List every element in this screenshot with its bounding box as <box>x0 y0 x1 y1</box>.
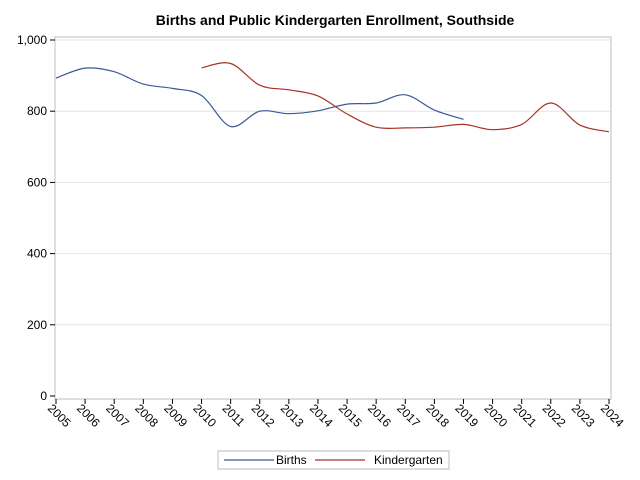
chart-title: Births and Public Kindergarten Enrollmen… <box>156 12 515 28</box>
legend-label-kindergarten: Kindergarten <box>374 453 443 467</box>
plot-area-frame <box>54 36 612 400</box>
y-tick-label: 200 <box>27 318 47 332</box>
legend-label-births: Births <box>276 453 307 467</box>
y-tick-label: 400 <box>27 247 47 261</box>
y-axis: 0 200 400 600 800 1,000 <box>17 33 55 403</box>
y-tick-label: 0 <box>40 389 47 403</box>
legend: Births Kindergarten <box>217 450 450 470</box>
y-tick-label: 600 <box>27 175 47 189</box>
series-line-kindergarten <box>201 62 610 133</box>
y-tick-label: 800 <box>27 104 47 118</box>
grid-lines <box>55 39 611 326</box>
series-lines <box>55 62 610 133</box>
y-tick-label: 1,000 <box>17 33 47 47</box>
series-line-births <box>55 67 464 128</box>
